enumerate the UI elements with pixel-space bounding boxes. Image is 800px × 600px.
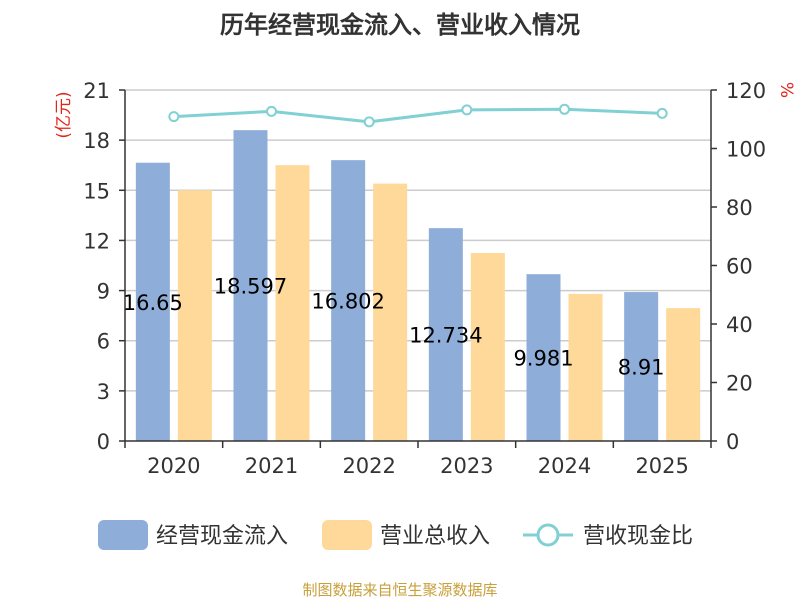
bar-value-label: 9.981 bbox=[513, 347, 573, 371]
ratio-point[interactable] bbox=[168, 111, 180, 123]
chart-title: 历年经营现金流入、营业收入情况 bbox=[220, 11, 580, 39]
ratio-point[interactable] bbox=[266, 105, 277, 117]
legend-marker-ratio bbox=[536, 523, 560, 547]
legend-label-cash-inflow: 经营现金流入 bbox=[156, 524, 288, 549]
bar-cash-inflow[interactable] bbox=[624, 292, 659, 441]
legend: 经营现金流入 营业总收入 营收现金比 bbox=[98, 520, 693, 550]
bar-value-label: 16.65 bbox=[123, 291, 183, 315]
ratio-point[interactable] bbox=[656, 107, 668, 119]
y-left-tick-label: 6 bbox=[97, 330, 110, 354]
bar-value-label: 18.597 bbox=[214, 275, 287, 299]
y-right-tick-label: 60 bbox=[726, 255, 753, 279]
legend-label-ratio: 营收现金比 bbox=[583, 524, 693, 549]
y-right-tick-label: 120 bbox=[726, 79, 766, 103]
ratio-line-path bbox=[173, 107, 663, 124]
bar-cash-inflow[interactable] bbox=[233, 130, 268, 441]
bar-cash-inflow[interactable] bbox=[331, 160, 366, 441]
y-left-tick-label: 3 bbox=[97, 380, 110, 404]
x-tick-label: 2024 bbox=[538, 454, 591, 478]
bar-value-label: 12.734 bbox=[409, 324, 482, 348]
legend-label-revenue: 营业总收入 bbox=[380, 524, 490, 549]
ratio-point[interactable] bbox=[461, 104, 473, 116]
bar-cash-inflow[interactable] bbox=[428, 228, 463, 441]
y-left-tick-label: 21 bbox=[83, 79, 110, 103]
bar-revenue[interactable] bbox=[470, 252, 505, 441]
y-left-tick-label: 9 bbox=[97, 280, 110, 304]
gridlines bbox=[125, 89, 711, 392]
tick-labels: 0 3 6 9 12 15 18 21 0 20 40 60 80 100 120 2020 2021 2022 2… bbox=[83, 79, 766, 478]
x-tick-label: 2022 bbox=[342, 454, 395, 478]
ratio-point[interactable] bbox=[559, 103, 570, 115]
y-right-tick-label: 20 bbox=[726, 372, 753, 396]
y-left-tick-label: 12 bbox=[83, 229, 110, 253]
y-right-tick-label: 80 bbox=[726, 196, 753, 220]
ratio-point[interactable] bbox=[363, 116, 375, 128]
ratio-line bbox=[168, 103, 668, 128]
bar-cash-inflow[interactable] bbox=[526, 274, 561, 441]
y-left-tick-label: 15 bbox=[83, 179, 110, 203]
y-left-tick-label: 18 bbox=[83, 129, 110, 153]
x-tick-label: 2020 bbox=[147, 454, 200, 478]
bar-revenue[interactable] bbox=[373, 183, 408, 441]
legend-item-cash-inflow[interactable]: 经营现金流入 bbox=[98, 520, 288, 550]
legend-swatch-cash-inflow bbox=[98, 520, 148, 550]
x-tick-label: 2023 bbox=[440, 454, 493, 478]
x-tick-label: 2021 bbox=[245, 454, 298, 478]
legend-item-revenue[interactable]: 营业总收入 bbox=[322, 520, 490, 550]
y-right-unit: % bbox=[776, 82, 796, 98]
bar-cash-inflow[interactable] bbox=[135, 162, 170, 441]
bar-value-label: 8.91 bbox=[618, 356, 665, 380]
bar-revenue[interactable] bbox=[568, 293, 603, 441]
y-left-tick-label: 0 bbox=[97, 430, 110, 454]
y-right-tick-label: 40 bbox=[726, 313, 753, 337]
bar-revenue[interactable] bbox=[666, 308, 701, 441]
legend-item-ratio[interactable]: 营收现金比 bbox=[523, 523, 693, 549]
y-right-tick-label: 100 bbox=[726, 138, 766, 162]
y-left-unit: (亿元) bbox=[54, 91, 74, 138]
axes bbox=[119, 89, 717, 448]
bar-revenue[interactable] bbox=[275, 165, 310, 441]
bar-revenue[interactable] bbox=[177, 190, 212, 441]
x-tick-label: 2025 bbox=[635, 454, 688, 478]
bar-labels: 16.65 18.597 16.802 12.734 9.981 8.91 bbox=[123, 275, 665, 380]
y-right-tick-label: 0 bbox=[726, 430, 739, 454]
legend-swatch-revenue bbox=[322, 520, 372, 550]
source-note: 制图数据来自恒生聚源数据库 bbox=[302, 581, 497, 599]
bars bbox=[135, 130, 701, 441]
bar-value-label: 16.802 bbox=[311, 290, 384, 314]
